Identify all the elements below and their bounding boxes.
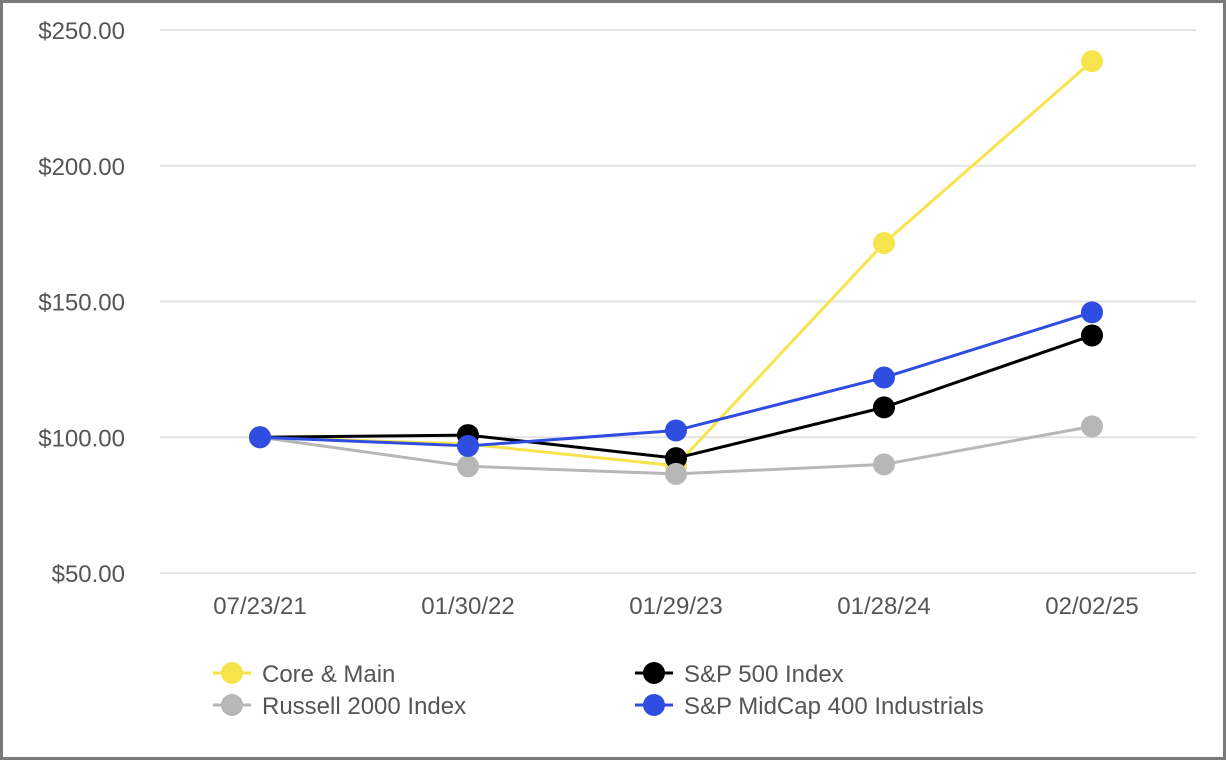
data-point [1081, 301, 1103, 324]
series-line [259, 60, 1093, 468]
series [249, 301, 1103, 457]
series [249, 50, 1103, 477]
legend-item: S&P 500 Index [635, 661, 844, 688]
data-point [1081, 324, 1103, 347]
legend: Core & Main S&P 500 Index Russell 2000 Ind… [213, 661, 984, 720]
x-tick-label: 02/02/25 [1045, 593, 1138, 620]
x-tick-label: 07/23/21 [213, 593, 306, 620]
legend-label: S&P 500 Index [684, 661, 844, 688]
legend-item: Russell 2000 Index [213, 693, 466, 720]
gridlines [160, 29, 1196, 574]
legend-marker [221, 694, 243, 716]
data-point [1081, 50, 1103, 73]
legend-item: S&P MidCap 400 Industrials [635, 693, 984, 720]
y-tick-label: $50.00 [52, 561, 125, 588]
y-axis-tick-labels: $50.00 $100.00 $150.00 $200.00 $250.00 [38, 18, 125, 588]
x-tick-label: 01/30/22 [421, 593, 514, 620]
data-point [873, 366, 895, 389]
legend-label: S&P MidCap 400 Industrials [684, 693, 984, 720]
data-point [873, 453, 895, 476]
y-tick-label: $100.00 [38, 425, 125, 452]
data-point [873, 396, 895, 419]
data-point [457, 434, 479, 457]
legend-marker [643, 662, 665, 684]
legend-marker [221, 662, 243, 684]
y-tick-label: $200.00 [38, 154, 125, 181]
data-point [665, 462, 687, 485]
x-tick-label: 01/28/24 [837, 593, 930, 620]
y-tick-label: $150.00 [38, 290, 125, 317]
y-tick-label: $250.00 [38, 18, 125, 45]
line-chart: $50.00 $100.00 $150.00 $200.00 $250.00 07/23… [38, 18, 1196, 720]
data-point [249, 426, 271, 449]
data-point [457, 455, 479, 478]
legend-label: Russell 2000 Index [262, 693, 466, 720]
legend-marker [643, 694, 665, 716]
data-point [1081, 415, 1103, 438]
data-point [665, 447, 687, 470]
legend-item: Core & Main [213, 661, 395, 688]
data-point [873, 232, 895, 255]
series-lines [249, 50, 1103, 485]
data-point [665, 419, 687, 442]
legend-label: Core & Main [262, 661, 395, 688]
x-tick-label: 01/29/23 [629, 593, 722, 620]
x-axis-tick-labels: 07/23/21 01/30/22 01/29/23 01/28/24 02/02/25 [213, 593, 1138, 620]
